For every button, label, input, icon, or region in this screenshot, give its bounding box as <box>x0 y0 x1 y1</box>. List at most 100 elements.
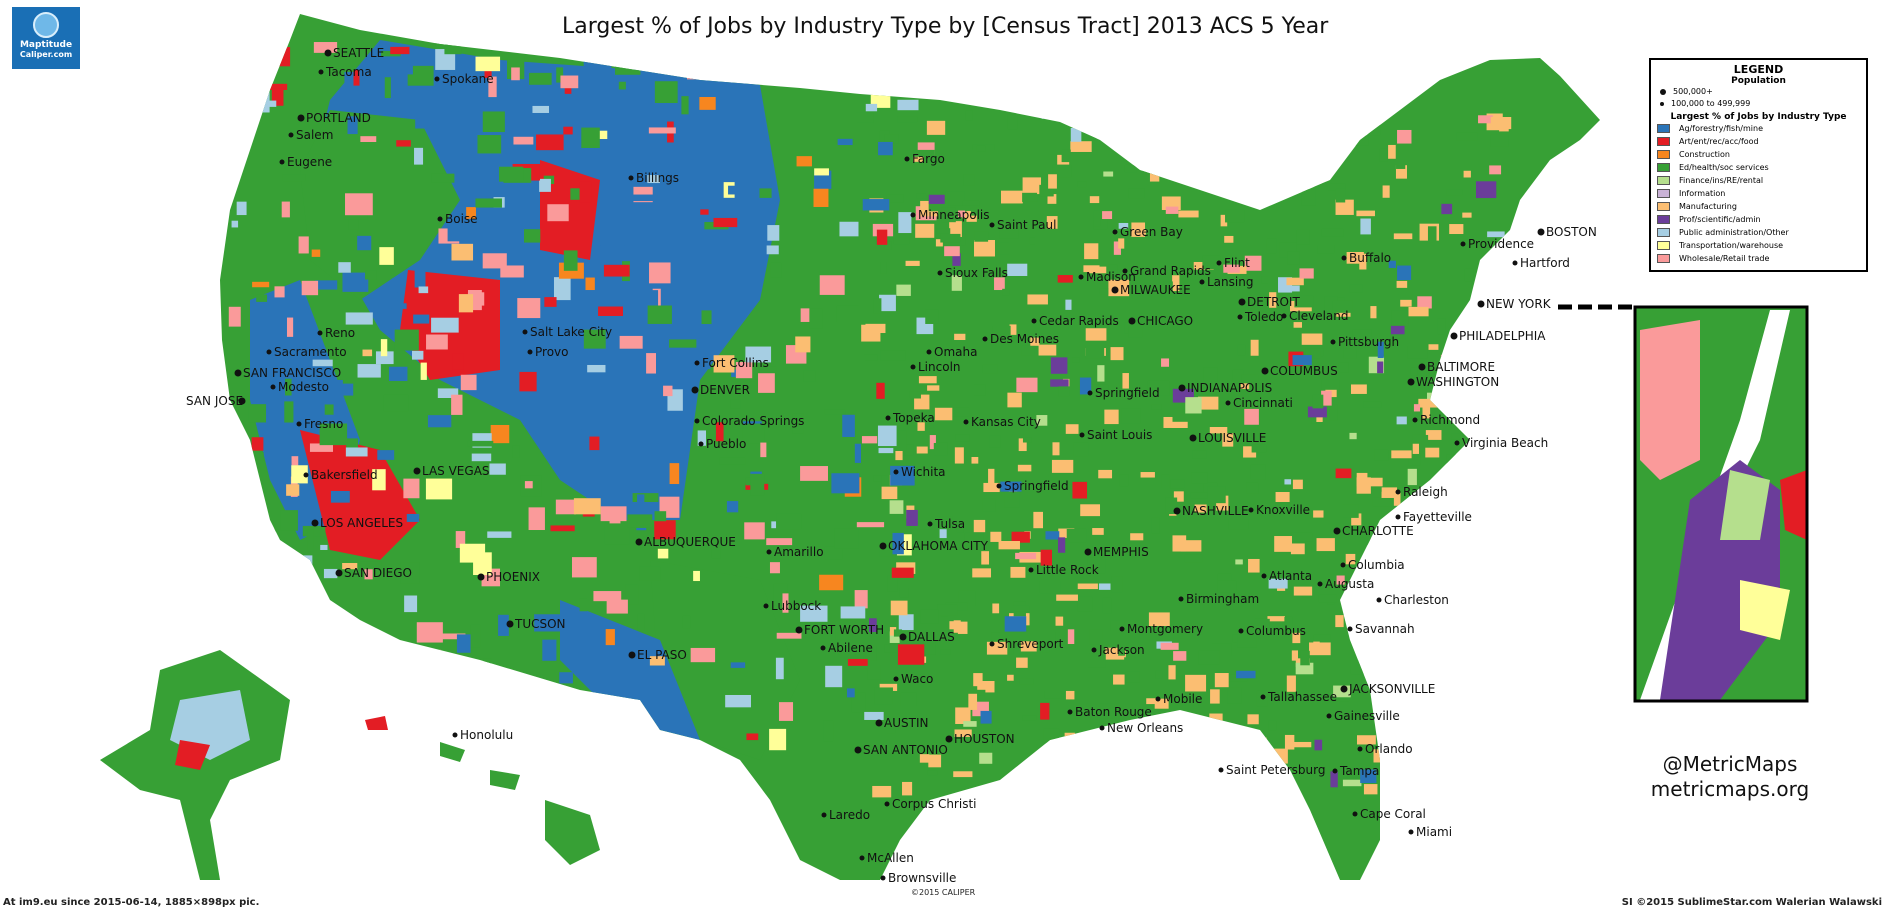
city-marker: Pueblo <box>698 437 746 451</box>
tract-patch <box>1163 416 1173 428</box>
tract-patch <box>564 83 572 94</box>
tract-patch <box>1321 228 1344 237</box>
tract-patch <box>400 562 420 584</box>
tract-patch <box>1318 594 1337 603</box>
legend-swatch <box>1657 163 1670 172</box>
city-label: PHILADELPHIA <box>1459 329 1546 343</box>
tract-patch <box>619 335 643 349</box>
tract-patch <box>1119 474 1129 487</box>
tract-patch <box>1139 229 1146 235</box>
tract-patch <box>1417 296 1432 309</box>
tract-patch <box>437 388 459 399</box>
footer-right: SI ©2015 SublimeStar.com Walerian Walaws… <box>1621 897 1882 908</box>
tract-patch <box>379 247 394 265</box>
tract-patch <box>222 85 230 107</box>
tract-patch <box>345 312 373 325</box>
tract-patch <box>949 221 962 238</box>
tract-patch <box>1038 344 1057 356</box>
tract-patch <box>1410 367 1418 376</box>
city-marker: HOUSTON <box>945 732 1015 746</box>
tract-patch <box>1141 161 1157 175</box>
city-dot-icon <box>1237 314 1243 320</box>
tract-patch <box>867 664 881 680</box>
tract-patch <box>1268 578 1288 589</box>
credit-site: metricmaps.org <box>1650 777 1810 801</box>
tract-patch <box>1396 162 1406 169</box>
tract-patch <box>1004 616 1027 632</box>
tract-patch <box>1019 678 1034 685</box>
tract-patch <box>1098 469 1113 479</box>
tract-patch <box>563 126 573 135</box>
tract-patch <box>952 253 961 266</box>
tract-patch <box>1009 324 1017 335</box>
tract-patch <box>831 473 860 494</box>
tract-patch <box>1250 339 1259 356</box>
tract-patch <box>1477 279 1499 290</box>
tract-patch <box>418 286 429 294</box>
city-dot-icon <box>270 384 276 390</box>
tract-patch <box>865 323 886 334</box>
tract-patch <box>338 262 351 273</box>
tract-patch <box>1201 157 1218 166</box>
tract-patch <box>1489 165 1502 175</box>
tract-patch <box>887 575 898 592</box>
tract-patch <box>1290 285 1300 292</box>
tract-patch <box>334 379 343 399</box>
tract-patch <box>1118 238 1125 249</box>
tract-patch <box>1377 341 1384 359</box>
legend-industry-item: Prof/scientific/admin <box>1657 213 1866 226</box>
city-label: Lubbock <box>771 599 821 613</box>
tract-patch <box>1478 115 1493 124</box>
city-label: Cape Coral <box>1360 807 1426 821</box>
city-marker: Saint Louis <box>1079 428 1152 442</box>
tract-patch <box>1021 345 1035 356</box>
city-label: CHARLOTTE <box>1342 524 1414 538</box>
tract-patch <box>1016 657 1028 668</box>
city-marker: BALTIMORE <box>1418 360 1495 374</box>
tract-patch <box>1313 641 1320 647</box>
tract-patch <box>1291 650 1299 661</box>
tract-patch <box>530 725 546 736</box>
hawaii-big-island <box>545 800 600 865</box>
tract-patch <box>879 294 896 312</box>
tract-patch <box>895 430 907 451</box>
tract-patch <box>441 689 465 695</box>
tract-patch <box>872 785 892 798</box>
tract-patch <box>657 548 669 559</box>
city-label: Lincoln <box>918 360 961 374</box>
city-dot-icon <box>1395 489 1401 495</box>
tract-patch <box>1173 651 1187 661</box>
tract-patch <box>926 120 946 135</box>
tract-patch <box>1046 756 1055 765</box>
tract-patch <box>854 443 862 463</box>
tract-patch <box>345 193 373 216</box>
tract-patch <box>1450 462 1469 470</box>
tract-patch <box>1465 655 1473 664</box>
legend-industry-label: Wholesale/Retail trade <box>1679 254 1770 263</box>
city-marker: SAN FRANCISCO <box>234 366 341 380</box>
tract-patch <box>1154 156 1171 163</box>
tract-patch <box>634 290 659 308</box>
tract-patch <box>1027 294 1048 305</box>
tract-patch <box>976 689 986 696</box>
tract-patch <box>687 61 703 80</box>
city-marker: NEW YORK <box>1477 297 1552 311</box>
tract-patch <box>1210 689 1220 704</box>
tract-patch <box>470 624 481 648</box>
city-label: Saint Paul <box>997 218 1056 232</box>
tract-patch <box>742 423 765 444</box>
tract-patch <box>285 378 292 396</box>
city-marker: LOUISVILLE <box>1189 431 1266 445</box>
tract-patch <box>1342 779 1362 787</box>
tract-patch <box>1261 276 1269 284</box>
tract-patch <box>1316 538 1335 552</box>
tract-patch <box>415 111 429 129</box>
city-dot-icon <box>1084 548 1092 556</box>
tract-patch <box>1292 632 1301 644</box>
tract-patch <box>320 544 328 550</box>
tract-patch <box>647 175 660 184</box>
tract-patch <box>800 466 828 481</box>
city-label: Omaha <box>934 345 977 359</box>
tract-patch <box>1425 572 1447 582</box>
city-label: Augusta <box>1325 577 1374 591</box>
